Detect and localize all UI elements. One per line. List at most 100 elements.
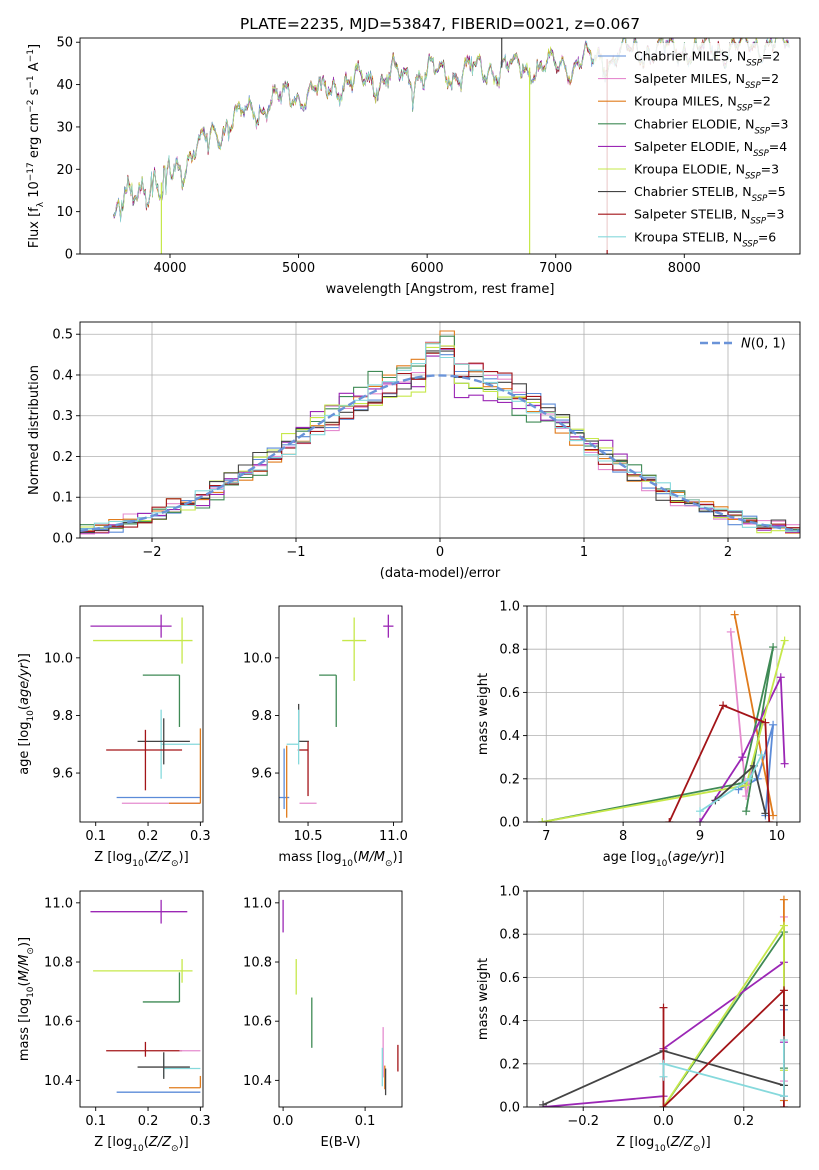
errorbar-chab_elodie — [319, 674, 337, 727]
y-tick-label: 10.0 — [243, 651, 272, 666]
x-tick-label: 5000 — [282, 261, 315, 276]
age_vs_mass-axes: 10.5 11.0 9.6 9.8 10.0 mass [log10(M/M⊙)] — [243, 605, 408, 869]
x-tick-label: 0.2 — [138, 1114, 159, 1129]
age_vs_Z-xlabel: Z [log10(Z/Z⊙)] — [94, 850, 188, 869]
age_vs_Z-frame-group: 0.1 0.2 0.3 9.6 9.8 10.0 Z [log10(Z/Z⊙)] age [l… — [17, 605, 211, 869]
weight-line — [662, 988, 785, 1107]
errorbar-chab_stelib — [137, 718, 190, 765]
y-tick-label: 50 — [56, 36, 73, 51]
mass_vs_EBV-plot-area — [282, 899, 399, 1096]
legend-label: Salpeter ELODIE, NSSP=4 — [634, 139, 787, 159]
legend-label: Chabrier ELODIE, NSSP=3 — [634, 116, 789, 136]
x-tick-label: 10.5 — [294, 829, 323, 844]
legend-label: Chabrier MILES, NSSP=2 — [634, 49, 780, 69]
errorbar-salp_elodie — [90, 899, 188, 924]
weight-series-krou_stelib — [659, 1036, 788, 1101]
weights_vs_age-axes: 7 8 9 10 0.0 0.2 0.4 0.6 0.8 1.0 age [log10(age/yr… — [476, 600, 801, 869]
errorbar-krou_elodie — [342, 617, 367, 681]
legend-label: Salpeter MILES, NSSP=2 — [634, 71, 779, 91]
x-tick-label: 9 — [696, 829, 704, 844]
residuals-xlabel: (data-model)/error — [380, 566, 501, 581]
y-tick-label: 0.0 — [499, 1101, 520, 1116]
weights_vs_Z-axes: −0.2 0.0 0.2 0.0 0.2 0.4 0.6 0.8 1.0 Z [log10(Z/Z… — [476, 885, 801, 1154]
y-tick-label: 0.5 — [52, 328, 73, 343]
x-tick-label: 0.1 — [85, 1114, 106, 1129]
weights_vs_Z-plot-area — [539, 895, 788, 1107]
weights_vs_age-xlabel: age [log10(age/yr)] — [603, 850, 725, 869]
errorbar-krou_stelib — [163, 1059, 201, 1078]
x-tick-label: −0.2 — [567, 1114, 599, 1129]
weight-series-salp_stelib — [665, 701, 774, 822]
errorbar-salp_elodie — [90, 614, 172, 638]
mass_vs_Z-plot-area — [90, 899, 202, 1093]
weight-line — [733, 614, 774, 816]
errorbar-chab_elodie — [142, 972, 181, 1003]
x-tick-label: 1 — [580, 545, 588, 560]
y-tick-label: 1.0 — [499, 600, 520, 615]
weights_vs_age-ylabel: mass weight — [476, 673, 491, 755]
legend-label: Salpeter STELIB, NSSP=3 — [634, 207, 784, 227]
errorbar-krou_stelib — [286, 709, 300, 765]
x-tick-label: 7 — [542, 829, 550, 844]
weight-line — [662, 1040, 785, 1098]
y-tick-label: 10.0 — [44, 651, 73, 666]
errorbar-krou_elodie — [93, 617, 193, 664]
y-tick-label: 11.0 — [243, 896, 272, 911]
x-tick-label: 0.1 — [355, 1114, 376, 1129]
residuals-ylabel: Normed distribution — [27, 365, 42, 495]
errorbar-salp_stelib — [106, 1041, 183, 1057]
age_vs_mass-frame — [278, 605, 403, 823]
x-tick-label: 0.3 — [190, 1114, 211, 1129]
y-tick-label: 0.3 — [52, 409, 73, 424]
y-tick-label: 10.4 — [44, 1074, 73, 1089]
spectrum-ylabel: Flux [fλ 10−17 erg cm−2 s−1 A−1] — [26, 44, 46, 248]
errorbar-chab_stelib — [137, 1052, 190, 1079]
y-tick-label: 0.0 — [499, 816, 520, 831]
x-tick-label: 0 — [436, 545, 444, 560]
x-tick-label: 8000 — [668, 261, 701, 276]
y-tick-label: 20 — [56, 163, 73, 178]
weights_vs_Z-ylabel: mass weight — [476, 958, 491, 1040]
age_vs_Z-ylabel: age [log10(age/yr)] — [17, 653, 36, 775]
y-tick-label: 10.8 — [243, 956, 272, 971]
normal-curve — [80, 374, 800, 533]
x-tick-label: 0.0 — [653, 1114, 674, 1129]
weight-series-krou_elodie — [659, 921, 788, 1107]
x-tick-label: 7000 — [539, 261, 572, 276]
mass_vs_EBV-frame-group: 0.0 0.1 10.4 10.6 10.8 11.0 E(B-V) — [243, 890, 403, 1150]
y-tick-label: 0.1 — [52, 491, 73, 506]
x-tick-label: 6000 — [411, 261, 444, 276]
legend-label: Kroupa STELIB, NSSP=6 — [634, 229, 776, 249]
errorbar-chab_elodie — [142, 674, 181, 727]
y-tick-label: 0.2 — [499, 772, 520, 787]
residuals-plot-area — [80, 330, 800, 535]
mass_vs_EBV-xlabel: E(B-V) — [320, 1135, 360, 1150]
mass_vs_Z-xlabel: Z [log10(Z/Z⊙)] — [94, 1135, 188, 1154]
weight-line — [668, 704, 771, 822]
mass_vs_EBV-frame — [278, 890, 403, 1108]
mass_vs_EBV-axes: 0.0 0.1 10.4 10.6 10.8 11.0 E(B-V) — [243, 890, 403, 1150]
age_vs_mass-frame-group: 10.5 11.0 9.6 9.8 10.0 mass [log10(M/M⊙)] — [243, 605, 408, 869]
y-tick-label: 0.8 — [499, 643, 520, 658]
weight-series-krou_stelib — [696, 751, 766, 816]
weights_vs_Z-frame-group: −0.2 0.0 0.2 0.0 0.2 0.4 0.6 0.8 1.0 Z [log10(Z/Z… — [476, 885, 801, 1154]
x-tick-label: −1 — [286, 545, 305, 560]
errorbar-salp_stelib — [106, 729, 183, 791]
y-tick-label: 0.2 — [499, 1057, 520, 1072]
y-tick-label: 9.8 — [52, 709, 73, 724]
y-tick-label: 30 — [56, 120, 73, 135]
y-tick-label: 1.0 — [499, 885, 520, 900]
y-tick-label: 9.6 — [52, 767, 73, 782]
spectrum-xlabel: wavelength [Angstrom, rest frame] — [326, 282, 555, 297]
x-tick-label: 0.2 — [138, 829, 159, 844]
y-tick-label: 0.8 — [499, 928, 520, 943]
y-tick-label: 10.6 — [44, 1015, 73, 1030]
spectrum-legend-box — [594, 43, 797, 250]
x-tick-label: 0.1 — [85, 829, 106, 844]
y-tick-label: 0 — [65, 248, 73, 263]
mass_vs_Z-ylabel: mass [log10(M/M⊙)] — [17, 937, 36, 1061]
age_vs_Z-axes: 0.1 0.2 0.3 9.6 9.8 10.0 Z [log10(Z/Z⊙)] age [l… — [17, 605, 211, 869]
age_vs_mass-plot-area — [279, 614, 394, 818]
errorbar-chab_stelib — [297, 703, 309, 743]
